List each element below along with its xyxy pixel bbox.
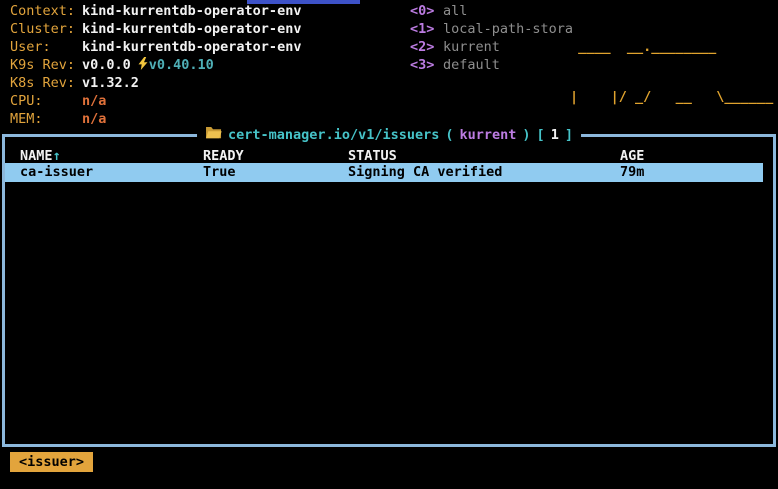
- table-row-ca-issuer[interactable]: ca-issuer True Signing CA verified 79m: [5, 163, 763, 182]
- cell-ready: True: [203, 164, 236, 180]
- cluster-label: Cluster:: [10, 21, 76, 37]
- sort-arrow-icon: ↑: [52, 148, 61, 164]
- column-header-name-label: NAME: [20, 148, 53, 164]
- breadcrumb-bar: <issuer>: [10, 452, 94, 472]
- context-value: kind-kurrentdb-operator-env: [82, 3, 302, 19]
- hotkey-key: <2>: [410, 39, 435, 55]
- hotkey-local-path-storage[interactable]: <1> local-path-stora: [410, 20, 573, 38]
- column-header-age[interactable]: AGE: [620, 148, 645, 164]
- column-header-status[interactable]: STATUS: [348, 148, 397, 164]
- hotkey-key: <3>: [410, 57, 435, 73]
- hotkey-label: kurrent: [443, 39, 500, 55]
- cpu-label: CPU:: [10, 93, 43, 109]
- k8s-rev-label: K8s Rev:: [10, 75, 76, 91]
- logo-line: | |/ _/ __ \______: [570, 88, 774, 105]
- k9s-rev-value: v0.0.0: [82, 57, 131, 73]
- info-row-context: Context: kind-kurrentdb-operator-env: [10, 2, 301, 20]
- terminal-tab-indicator: [247, 0, 360, 4]
- namespace-hotkeys: <0> all <1> local-path-stora <2> kurrent <3…: [410, 2, 573, 74]
- folder-icon: [205, 126, 222, 145]
- panel-title-open-paren: (: [445, 127, 454, 143]
- hotkey-label: all: [443, 3, 468, 19]
- hotkey-key: <1>: [410, 21, 435, 37]
- column-header-ready[interactable]: READY: [203, 148, 244, 164]
- user-label: User:: [10, 39, 51, 55]
- k9s-rev-label: K9s Rev:: [10, 57, 76, 73]
- lightning-icon: [138, 57, 148, 75]
- hotkey-kurrent[interactable]: <2> kurrent: [410, 38, 573, 56]
- logo-line: ____ __.________: [570, 38, 717, 55]
- k9s-upgrade-version: v0.40.10: [148, 57, 214, 73]
- context-label: Context:: [10, 3, 76, 19]
- cluster-info: Context: kind-kurrentdb-operator-env Clus…: [10, 2, 301, 128]
- panel-title: cert-manager.io/v1/issuers ( kurrent) [1]: [197, 126, 581, 145]
- cell-name: ca-issuer: [20, 164, 94, 180]
- mem-label: MEM:: [10, 111, 43, 127]
- hotkey-label: local-path-stora: [443, 21, 574, 37]
- info-row-k8s-rev: K8s Rev: v1.32.2: [10, 74, 301, 92]
- crumb-issuer[interactable]: <issuer>: [10, 452, 94, 472]
- panel-title-close-paren: ): [522, 127, 531, 143]
- hotkey-all[interactable]: <0> all: [410, 2, 573, 20]
- info-row-user: User: kind-kurrentdb-operator-env: [10, 38, 301, 56]
- hotkey-label: default: [443, 57, 500, 73]
- mem-value: n/a: [82, 111, 107, 127]
- panel-title-context: kurrent: [459, 127, 517, 143]
- info-row-cpu: CPU: n/a: [10, 92, 301, 110]
- info-row-mem: MEM: n/a: [10, 110, 301, 128]
- panel-title-open-bracket: [: [536, 127, 545, 143]
- resource-panel: cert-manager.io/v1/issuers ( kurrent) [1] N…: [2, 126, 776, 447]
- table-header: NAME↑ READY STATUS AGE: [5, 148, 773, 165]
- hotkey-key: <0>: [410, 3, 435, 19]
- k8s-rev-value: v1.32.2: [82, 75, 139, 91]
- hotkey-default[interactable]: <3> default: [410, 56, 573, 74]
- cluster-value: kind-kurrentdb-operator-env: [82, 21, 302, 37]
- panel-title-close-bracket: ]: [564, 127, 573, 143]
- column-header-name[interactable]: NAME↑: [20, 148, 61, 165]
- panel-title-resource: cert-manager.io/v1/issuers: [228, 127, 440, 143]
- cell-age: 79m: [620, 164, 645, 180]
- user-value: kind-kurrentdb-operator-env: [82, 39, 302, 55]
- info-row-k9s-rev: K9s Rev: v0.0.0 v0.40.10: [10, 56, 301, 74]
- info-row-cluster: Cluster: kind-kurrentdb-operator-env: [10, 20, 301, 38]
- cpu-value: n/a: [82, 93, 107, 109]
- cell-status: Signing CA verified: [348, 164, 503, 180]
- panel-title-count: 1: [550, 127, 559, 143]
